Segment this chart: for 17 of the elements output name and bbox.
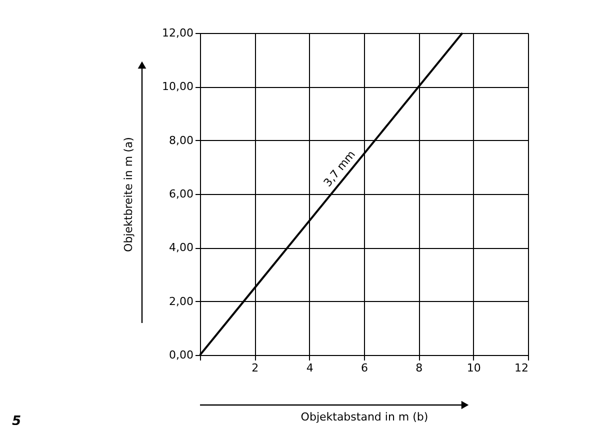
y-tick-label: 8,00 — [169, 134, 194, 147]
y-tick-label: 6,00 — [169, 188, 194, 200]
text: 3,7 mm — [321, 148, 358, 190]
text: 5 — [12, 414, 22, 429]
y-tick-label: 2,00 — [169, 294, 194, 308]
x-tick-label: 10 — [466, 362, 481, 374]
y-tick-label: 10,00 — [162, 80, 194, 94]
x-tick-label: 4 — [306, 362, 314, 374]
y-tick-label: 12,00 — [162, 26, 194, 40]
y-tick-label: 4,00 — [169, 241, 194, 254]
x-tick-label: 8 — [416, 362, 423, 374]
x-tick-label: 2 — [252, 362, 259, 374]
y-tick-label: 0,00 — [169, 348, 194, 362]
y-axis-title: Objektbreite in m (a) — [122, 137, 136, 252]
x-axis-title: Objektabstand in m (b) — [300, 410, 428, 424]
x-tick-label: 12 — [514, 362, 528, 374]
x-tick-label: 6 — [361, 362, 368, 374]
